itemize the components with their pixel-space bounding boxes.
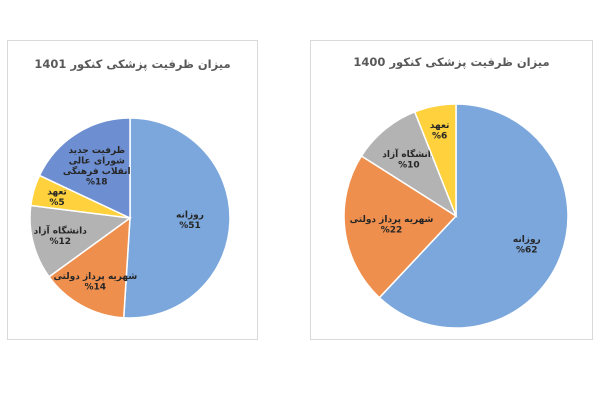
pie-slice: [343, 154, 458, 299]
slice-category-label: شهریه پرداز دولتی: [350, 215, 434, 225]
pie-slice: [29, 204, 132, 278]
slice-value-label: %12: [49, 237, 71, 247]
pie-slice: [122, 117, 231, 319]
slice-value-label: %6: [432, 131, 447, 141]
slice-value-label: %14: [85, 282, 107, 292]
slice-category-label: شورای عالی: [69, 156, 125, 166]
slice-category-label: دانشگاه آزاد: [382, 148, 436, 160]
slice-category-label: تعهد: [47, 188, 67, 198]
pie-slice: [38, 117, 131, 220]
chart-title-1401: میزان ظرفیت پزشکی کنکور 1401: [34, 57, 231, 71]
slice-category-label: روزانه: [513, 235, 541, 245]
pie-chart-1401: روزانه%51 شهریه پرداز دولتی%14 دانشگاه آزا…: [29, 117, 231, 319]
slice-category-label: روزانه: [176, 211, 204, 221]
chart-panel-1401: میزان ظرفیت پزشکی کنکور 1401 روزانه %51 شه…: [7, 40, 258, 340]
slice-value-label: %5: [49, 198, 64, 208]
chart-panel-1400: میزان ظرفیت پزشکی کنکور 1400 روزانه %62 شه…: [310, 40, 593, 340]
slice-value-label: %62: [516, 245, 538, 255]
slice-value-label: %22: [381, 225, 403, 235]
slice-value-label: %51: [179, 221, 201, 231]
pie-slice: [378, 103, 569, 329]
slice-value-label: %10: [398, 160, 420, 170]
slice-category-label: انقلاب فرهنگی: [63, 165, 131, 177]
slice-category-label: تعهد: [430, 121, 450, 131]
slice-category-label: دانشگاه آزاد: [34, 225, 88, 237]
pie-slice: [413, 103, 457, 217]
chart-title-1400: میزان ظرفیت پزشکی کنکور 1400: [353, 55, 550, 69]
pie-chart-1400: روزانه%62 شهریه پرداز دولتی%22 دانشگاه آزا…: [343, 103, 569, 329]
slice-category-label: شهریه پرداز دولتی: [53, 272, 137, 282]
slice-category-label: ظرفیت جدید: [68, 146, 125, 156]
pie-slice: [48, 216, 131, 319]
slice-value-label: %18: [86, 177, 108, 187]
